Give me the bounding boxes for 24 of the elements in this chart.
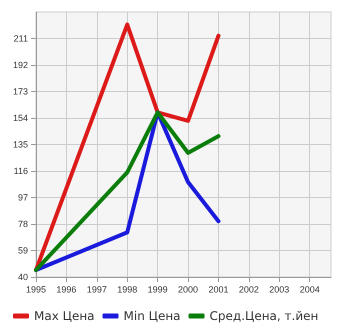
- x-tick-label: 2000: [178, 284, 198, 294]
- y-tick-label: 40: [18, 272, 28, 282]
- y-tick-label: 78: [18, 219, 28, 229]
- x-tick-label: 1997: [86, 284, 107, 294]
- y-tick-label: 97: [18, 192, 28, 202]
- x-tick-label: 1996: [56, 284, 76, 294]
- y-tick-label: 59: [18, 246, 28, 256]
- x-tick-label: 1995: [26, 284, 46, 294]
- y-tick-label: 154: [12, 113, 28, 123]
- x-tick-label: 2002: [238, 284, 259, 294]
- x-tick-label: 2001: [208, 284, 228, 294]
- y-tick-label: 192: [12, 60, 28, 70]
- y-tick-label: 211: [14, 34, 28, 44]
- x-tick-label: 2003: [269, 284, 290, 294]
- x-tick-label: 2004: [300, 284, 320, 294]
- x-tick-label: 1999: [148, 284, 168, 294]
- legend-label: Сред.Цена, т.йен: [210, 309, 318, 323]
- x-tick-label: 1998: [117, 284, 138, 294]
- legend-label: Max Цена: [34, 309, 95, 323]
- y-tick-label: 116: [14, 166, 28, 176]
- line-series: [34, 110, 220, 272]
- legend-label: Min Цена: [124, 309, 181, 323]
- y-tick-label: 173: [12, 86, 28, 96]
- y-tick-label: 135: [12, 140, 28, 150]
